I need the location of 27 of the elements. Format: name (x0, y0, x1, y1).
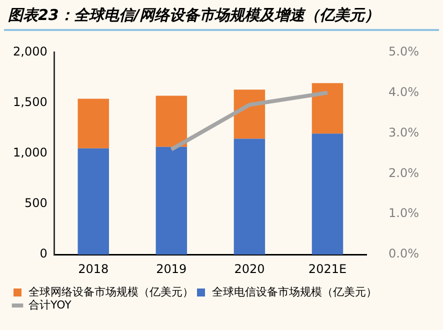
y2-tick-label: 4.0% (388, 84, 420, 99)
bar (312, 83, 344, 134)
y-tick-label: 500 (24, 196, 48, 210)
bar (156, 96, 188, 147)
y-tick-label: 2,000 (12, 44, 48, 58)
legend-label: 全球网络设备市场规模（亿美元） (28, 285, 194, 298)
bar (234, 90, 266, 139)
y2-tick-label: 1.0% (388, 206, 420, 220)
bar (156, 146, 188, 255)
y-tick-label: 1,500 (12, 94, 48, 109)
y2-tick-label: 2.0% (388, 166, 420, 180)
x-tick-label: 2019 (156, 262, 187, 276)
legend-label: 全球电信设备市场规模（亿美元） (212, 285, 377, 298)
y2-tick-label: 5.0% (388, 44, 420, 58)
bar (234, 138, 266, 255)
bar (312, 134, 344, 255)
chart-title: 图表23：全球电信/网络设备市场规模及增速（亿美元） (4, 4, 439, 31)
x-tick-label: 2018 (78, 262, 109, 276)
y-tick-label: 1,000 (12, 146, 48, 160)
x-tick-label: 2020 (234, 262, 265, 276)
y2-tick-label: 3.0% (388, 125, 420, 140)
legend-label: 合计YOY (28, 298, 72, 312)
bar (78, 148, 109, 255)
y2-tick-label: 0.0% (388, 246, 420, 261)
bar (78, 98, 109, 148)
y-tick-label: 0 (40, 246, 48, 261)
x-tick-label: 2021E (308, 262, 347, 276)
